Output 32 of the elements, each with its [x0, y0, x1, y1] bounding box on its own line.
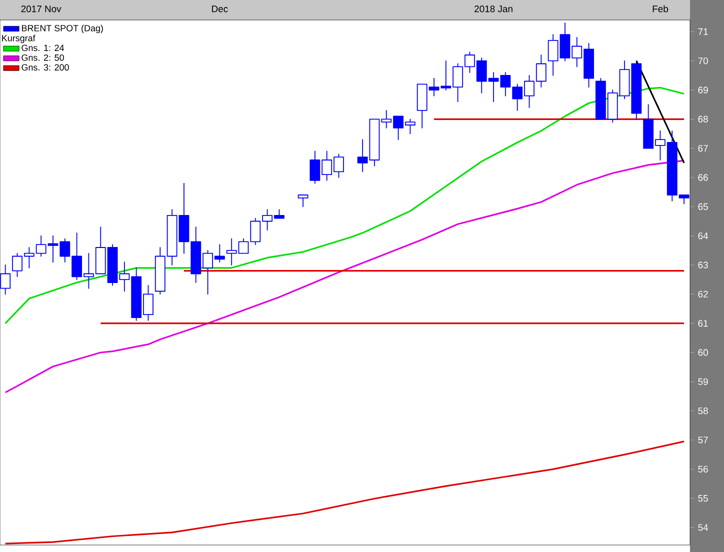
y-tick-label: 55	[698, 495, 708, 502]
x-tick-label: 2018 Jan	[474, 6, 512, 12]
y-tick-label: 66	[698, 174, 708, 181]
legend-label: Gns. 1: 24	[22, 44, 64, 52]
y-tick-label: 59	[698, 378, 708, 386]
legend-label: Gns. 3: 200	[22, 64, 69, 71]
line-series	[4, 86, 685, 324]
y-tick-label: 57	[698, 436, 708, 444]
y-tick-label: 68	[698, 116, 708, 123]
y-tick-label: 61	[698, 320, 708, 327]
legend-label: Gns. 2: 50	[22, 54, 64, 61]
line-series	[4, 160, 685, 394]
y-tick-label: 71	[698, 28, 708, 35]
y-tick-label: 63	[698, 262, 708, 268]
y-tick-label: 58	[698, 407, 708, 414]
y-tick-label: 54	[698, 524, 708, 531]
line-series	[4, 440, 685, 544]
x-tick-label: Dec	[212, 6, 228, 12]
y-tick-label: 62	[698, 290, 708, 298]
legend-title: Kursgraf	[2, 34, 36, 44]
y-tick-label: 65	[698, 203, 708, 210]
y-tick-label: 56	[698, 466, 708, 473]
x-tick-label: Feb	[652, 5, 668, 12]
y-tick-label: 70	[698, 57, 708, 64]
y-tick-label: 67	[698, 144, 708, 152]
y-tick-label: 69	[698, 86, 708, 94]
legend-label: BRENT SPOT (Dag)	[22, 24, 103, 34]
y-tick-label: 64	[698, 232, 708, 240]
y-tick-label: 60	[698, 349, 708, 356]
candlestick	[0, 264, 11, 295]
candlestick	[298, 194, 308, 208]
x-tick-label: 2017 Nov	[21, 6, 62, 12]
